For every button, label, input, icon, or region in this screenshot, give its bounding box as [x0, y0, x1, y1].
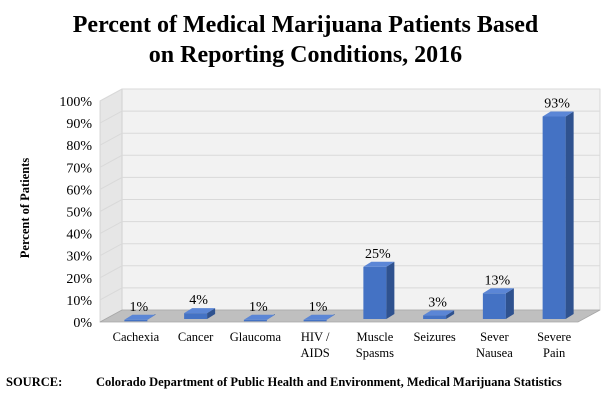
x-tick-label: Cachexia [113, 330, 160, 344]
chart-title-line-1: Percent of Medical Marijuana Patients Ba… [72, 12, 539, 38]
x-tick-label: Muscle [356, 330, 393, 344]
gridline [99, 221, 600, 235]
y-tick-label: 0% [73, 316, 92, 331]
chart-title-line-2: on Reporting Conditions, 2016 [148, 42, 463, 68]
data-label: 1% [309, 300, 328, 315]
bar [243, 314, 275, 322]
x-tick-label: Glaucoma [230, 330, 282, 344]
bar-top [243, 314, 275, 320]
data-label: 1% [130, 300, 149, 315]
x-tick-label: HIV / [301, 330, 330, 344]
chart-floor [99, 309, 601, 323]
source-note: SOURCE: Colorado Department of Public Hea… [6, 375, 606, 390]
data-label: 1% [249, 300, 268, 315]
y-tick-label: 60% [66, 183, 92, 198]
x-tick-label: Nausea [476, 346, 513, 360]
bar-front [303, 319, 327, 322]
gridline [99, 154, 600, 168]
x-tick-label: Seizures [413, 330, 455, 344]
bar-front [542, 116, 566, 319]
bar-front [423, 315, 447, 319]
bar-front [124, 319, 148, 322]
y-tick-label: 80% [66, 139, 92, 154]
bar-front [243, 319, 267, 322]
y-tick-label: 10% [66, 294, 92, 309]
bar [124, 314, 156, 322]
bar-side [446, 310, 455, 319]
bar [363, 261, 395, 319]
bar-front [363, 266, 387, 319]
gridline [99, 88, 600, 102]
bar-top [423, 310, 455, 316]
x-tick-label: Severe [537, 330, 571, 344]
x-tick-label: AIDS [301, 346, 330, 360]
bar-top [124, 314, 156, 320]
bar-side [207, 308, 216, 319]
gridline [99, 199, 600, 212]
y-tick-label: 70% [66, 161, 92, 176]
data-label: 4% [189, 293, 208, 308]
y-tick-label: 90% [66, 117, 92, 132]
gridline [99, 243, 600, 257]
x-tick-label: Spasms [356, 346, 394, 360]
y-tick-label: 30% [66, 250, 92, 265]
bar-side [565, 111, 574, 319]
bar-top [482, 288, 514, 294]
data-label: 25% [365, 247, 391, 262]
bar-top [184, 308, 216, 314]
source-label: SOURCE: [6, 375, 63, 389]
x-tick-label: Pain [543, 346, 566, 360]
x-tick-label: Cancer [178, 330, 214, 344]
bar-front [184, 313, 208, 319]
y-tick-label: 100% [59, 95, 92, 110]
gridline [99, 265, 600, 279]
bar-top [363, 261, 395, 267]
y-tick-label: 20% [66, 272, 92, 287]
gridline [99, 287, 600, 301]
bar-front [482, 293, 506, 319]
bar-side [505, 288, 514, 319]
source-text: Colorado Department of Public Health and… [96, 375, 562, 389]
gridline [99, 176, 600, 190]
bar [423, 310, 455, 319]
bar-side [386, 261, 395, 319]
bar [184, 308, 216, 319]
data-label: 13% [485, 273, 511, 288]
bar-top [303, 314, 335, 320]
gridline [99, 132, 600, 146]
data-label: 3% [428, 295, 447, 310]
x-tick-label: Sever [480, 330, 509, 344]
y-axis-label: Percent of Patients [18, 158, 32, 259]
y-tick-label: 50% [66, 206, 92, 221]
chart-title: Percent of Medical Marijuana Patients Ba… [0, 10, 611, 70]
bar [542, 111, 574, 319]
gridline [99, 110, 600, 124]
bar [303, 314, 335, 322]
bar [482, 288, 514, 319]
bar-top [542, 111, 574, 117]
y-tick-label: 40% [66, 228, 92, 243]
data-label: 93% [544, 96, 570, 111]
